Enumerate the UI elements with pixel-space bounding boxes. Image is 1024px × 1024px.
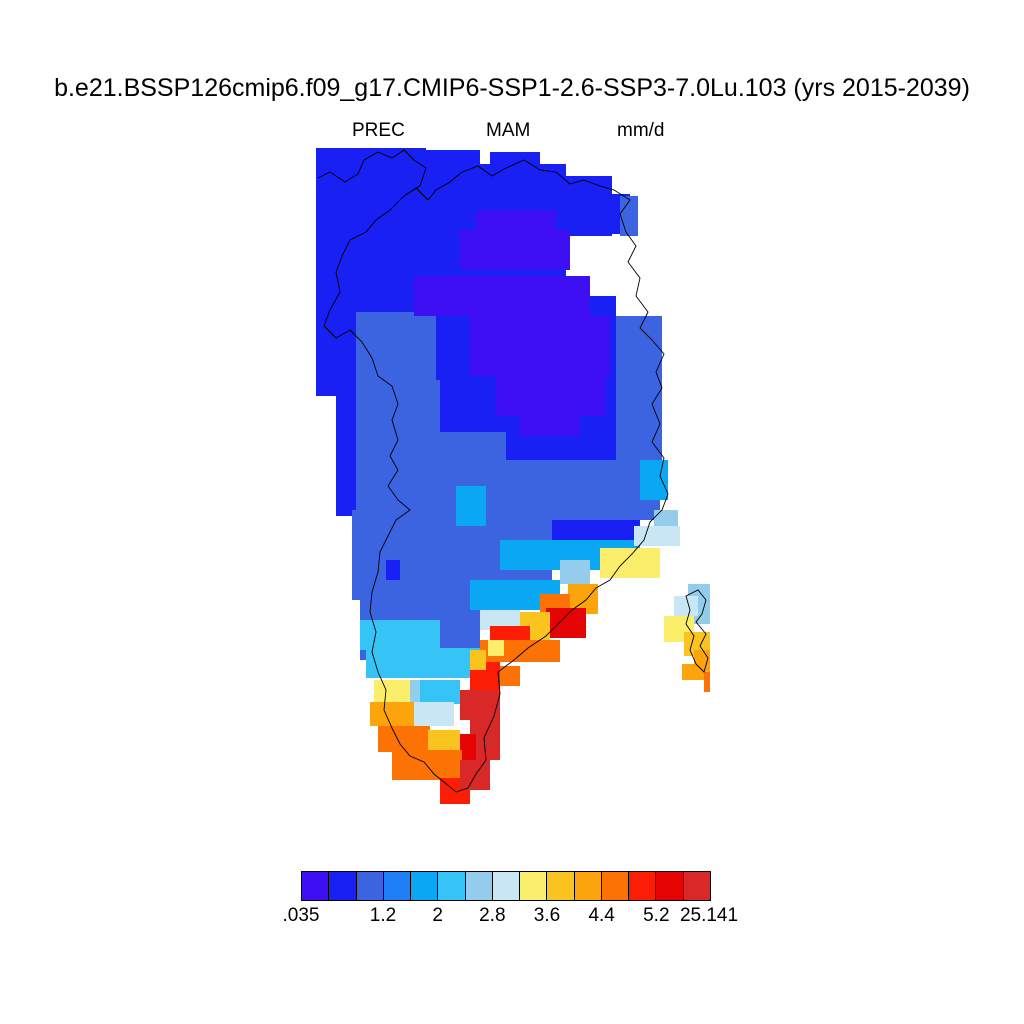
precip-cell — [316, 148, 426, 298]
precip-cell — [366, 648, 486, 678]
colorbar-swatch — [574, 872, 602, 900]
precip-cell — [460, 230, 570, 270]
colorbar-swatch — [492, 872, 521, 900]
plot-title: b.e21.BSSP126cmip6.f09_g17.CMIP6-SSP1-2.… — [54, 74, 970, 102]
precip-cell — [640, 460, 668, 500]
precip-cell — [370, 702, 414, 726]
precip-cell — [476, 210, 556, 230]
colorbar-swatch — [547, 872, 575, 900]
precip-grid — [316, 148, 710, 804]
colorbar-swatch — [329, 872, 357, 900]
precip-cell — [704, 672, 710, 692]
greenland-coastline — [317, 149, 669, 793]
precip-cell — [414, 702, 454, 726]
colorbar-tick-label: 2.8 — [479, 905, 506, 926]
precip-cell — [674, 596, 698, 616]
colorbar-swatch — [465, 872, 493, 900]
colorbar-swatch — [411, 872, 439, 900]
precip-cell — [500, 666, 520, 686]
precip-cell — [470, 316, 610, 376]
colorbar-tick-label: 1.2 — [369, 905, 397, 926]
variable-label: PREC — [352, 120, 405, 141]
precip-cell — [490, 152, 540, 172]
colorbar-swatch — [683, 872, 710, 900]
colorbar-swatch — [438, 872, 466, 900]
colorbar-swatch — [656, 872, 684, 900]
colorbar-tick-label: 4.4 — [588, 905, 615, 926]
precip-cell — [496, 376, 606, 416]
precip-cell — [560, 560, 590, 584]
precip-cell — [566, 176, 612, 236]
colorbar-swatch — [601, 872, 630, 900]
precip-cell — [480, 610, 520, 630]
precip-cell — [634, 526, 680, 546]
colorbar-swatch — [383, 872, 412, 900]
precip-cell — [378, 726, 430, 752]
colorbar-tick-label: .035 — [282, 905, 320, 926]
colorbar-swatch — [629, 872, 657, 900]
colorbar-tick-label: 3.6 — [533, 905, 561, 926]
precip-cell — [600, 548, 660, 578]
precip-cell — [420, 150, 480, 170]
precip-cell — [360, 620, 440, 650]
precip-cell — [620, 196, 638, 236]
precip-cell — [470, 650, 486, 670]
precip-cell — [420, 680, 460, 704]
precip-cell — [386, 560, 400, 580]
colorbar-tick-label: 2 — [432, 905, 443, 926]
precip-cell — [374, 680, 410, 704]
season-label: MAM — [486, 120, 531, 141]
precipitation-map — [316, 148, 710, 804]
colorbar-tick-label: 25.141 — [679, 905, 739, 926]
units-label: mm/d — [617, 120, 665, 141]
precip-cell — [520, 416, 580, 436]
precip-cell — [316, 148, 324, 188]
precip-cell — [682, 664, 710, 680]
colorbar — [301, 871, 711, 901]
colorbar-swatch — [520, 872, 548, 900]
precip-cell — [414, 276, 590, 316]
colorbar-swatch — [302, 872, 330, 900]
iceland-coastline — [685, 589, 709, 673]
colorbar-swatch — [356, 872, 384, 900]
colorbar-tick-label: 5.2 — [643, 905, 670, 926]
precip-cell — [546, 608, 586, 638]
precip-cell — [460, 690, 500, 720]
precip-cell — [456, 486, 486, 526]
colorbar-tick-labels: .035 1.2 2 2.8 3.6 4.4 5.2 25.141 — [0, 905, 1024, 929]
precip-cell — [488, 640, 504, 656]
